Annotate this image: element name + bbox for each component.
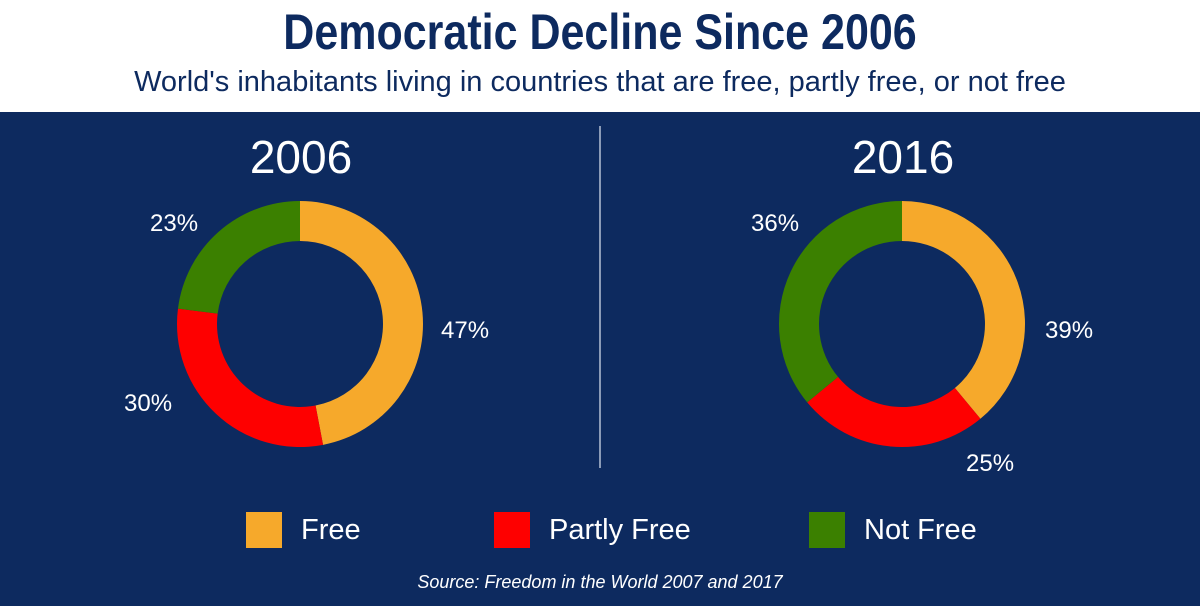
donut-slice-2016-not-free [778, 201, 902, 403]
legend-label-not-free: Not Free [864, 514, 977, 546]
label-2016-not-free: 36% [751, 210, 800, 237]
chart-title: Democratic Decline Since 2006 [283, 4, 917, 60]
panel-divider [599, 126, 601, 468]
donut-slice-2006-partly-free [177, 308, 324, 447]
source-note: Source: Freedom in the World 2007 and 20… [417, 572, 783, 592]
legend-swatch-free [246, 512, 282, 548]
chart-subtitle: World's inhabitants living in countries … [134, 66, 1066, 98]
label-2006-partly-free: 30% [124, 390, 173, 417]
legend-label-free: Free [301, 514, 361, 546]
chart-panel: 2006 2016 47% 30% 23% 39% 25% 36% Free P… [0, 112, 1200, 606]
legend-swatch-not-free [809, 512, 845, 548]
label-2016-free: 39% [1045, 317, 1094, 344]
header: Democratic Decline Since 2006 World's in… [0, 0, 1200, 112]
chart-title-2016: 2016 [851, 131, 955, 183]
chart-title-2006: 2006 [249, 131, 353, 183]
label-2016-partly-free: 25% [966, 450, 1015, 477]
legend-label-partly-free: Partly Free [549, 514, 691, 546]
donut-slice-2006-not-free [177, 201, 300, 314]
label-2006-free: 47% [441, 317, 490, 344]
donut-slice-2016-free [902, 201, 1025, 419]
donut-charts [177, 201, 1025, 447]
donut-slice-2006-free [300, 201, 423, 445]
donut-slice-2016-partly-free [807, 376, 981, 447]
legend-swatch-partly-free [494, 512, 530, 548]
label-2006-not-free: 23% [150, 210, 199, 237]
